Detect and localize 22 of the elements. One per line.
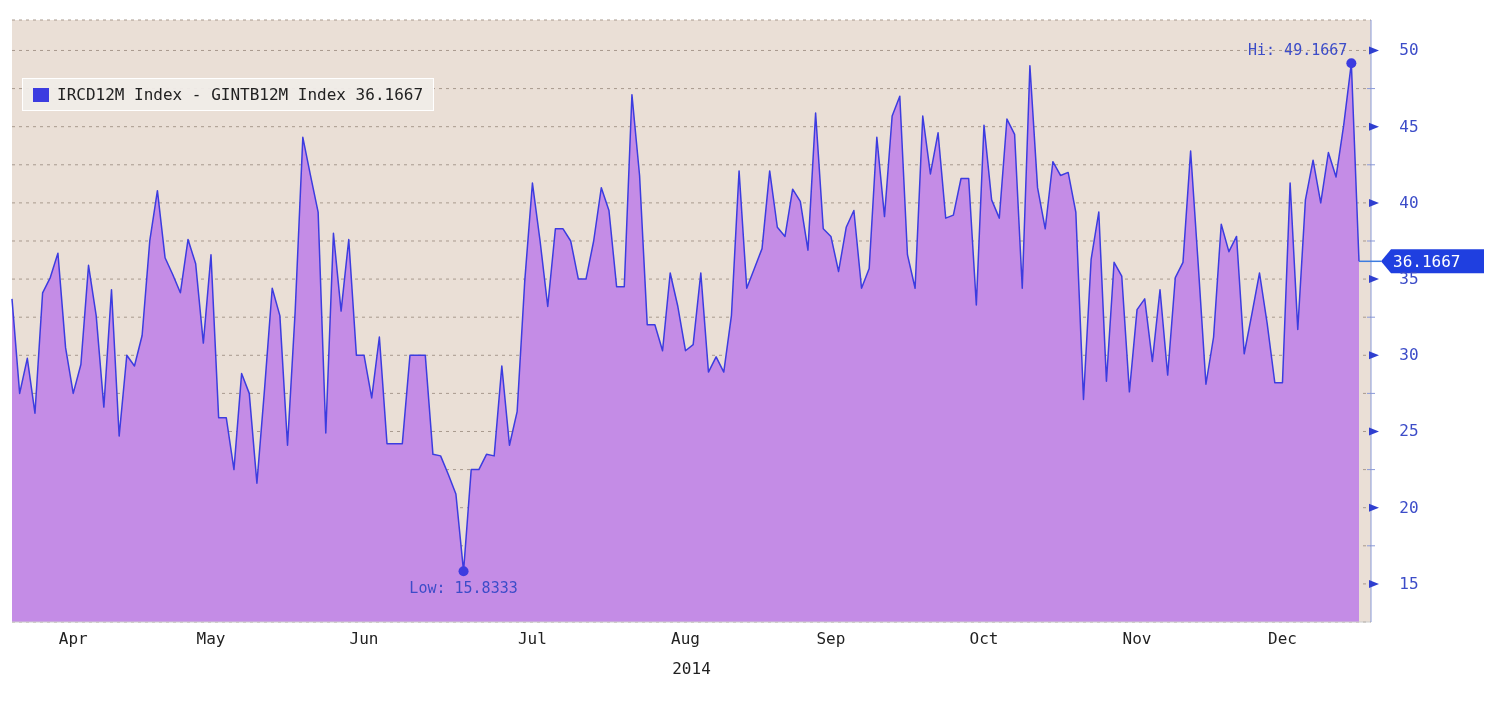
x-tick-label: Oct (969, 629, 999, 648)
y-tick-label: 40 (1399, 192, 1419, 212)
annotation: Hi: 49.1667 (1248, 41, 1348, 60)
legend-label: IRCD12M Index - GINTB12M Index 36.1667 (57, 85, 424, 104)
annotation: Low: 15.8333 (409, 579, 518, 598)
y-tick-label: 30 (1399, 345, 1419, 365)
x-axis-title: 2014 (672, 659, 711, 678)
ref-line-label: 36.1667 (1393, 252, 1461, 272)
x-tick-label: Jul (517, 629, 547, 648)
y-tick-label: 50 (1399, 40, 1419, 60)
x-tick-label: Sep (816, 629, 846, 648)
y-tick-label: 20 (1399, 497, 1419, 517)
x-tick-label: Apr (58, 629, 89, 648)
y-tick-label: 35 (1399, 269, 1419, 289)
x-tick-label: Aug (671, 629, 700, 648)
x-tick-label: Dec (1268, 629, 1297, 648)
y-tick-label: 15 (1399, 573, 1419, 593)
x-tick-label: Nov (1122, 629, 1152, 648)
x-tick-label: May (196, 629, 226, 648)
x-tick-label: Jun (349, 629, 379, 648)
y-tick-label: 25 (1399, 421, 1419, 441)
y-tick-label: 45 (1399, 116, 1419, 136)
